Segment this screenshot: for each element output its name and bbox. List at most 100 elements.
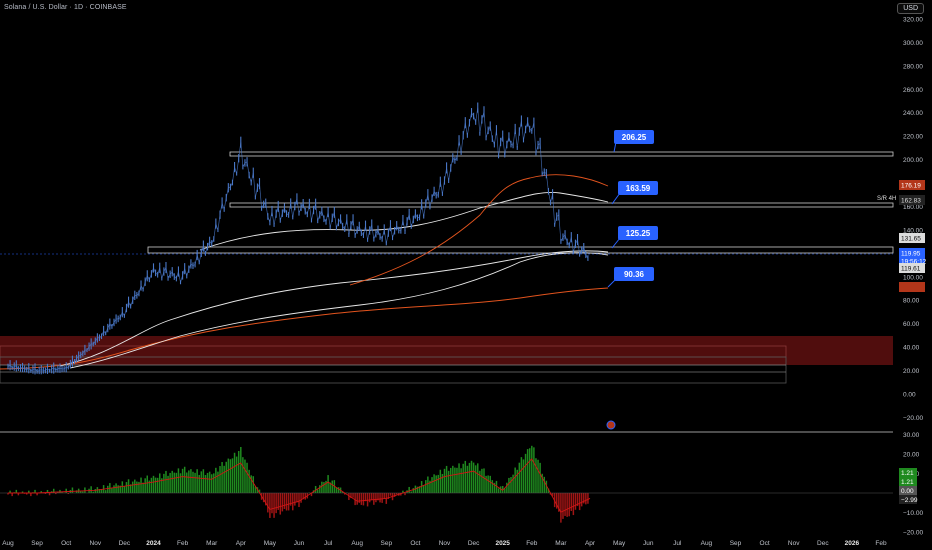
price-badge-label: 119.61 — [901, 266, 921, 273]
price-badge — [899, 256, 925, 266]
osc-badge-label: 0.00 — [901, 488, 914, 495]
time-axis-label: Apr — [585, 540, 596, 547]
currency-button[interactable]: USD — [897, 3, 924, 14]
callout-pointer — [611, 192, 621, 205]
price-tick-label: 40.00 — [903, 345, 920, 352]
time-axis-label: Sep — [31, 540, 43, 547]
time-axis-label: Jun — [294, 540, 305, 547]
price-badge-label: 19:56:12 — [901, 259, 927, 266]
oscillator-group — [7, 445, 589, 523]
osc-badge — [899, 486, 917, 495]
price-tick-label: 320.00 — [903, 16, 923, 23]
time-axis-label: Oct — [760, 540, 770, 547]
time-axis-label: Aug — [351, 540, 363, 547]
price-tick-label: 140.00 — [903, 227, 923, 234]
price-badge — [899, 233, 925, 243]
time-axis-label: 2025 — [495, 540, 510, 547]
ema-200-line — [0, 287, 609, 370]
callout-box — [614, 267, 654, 281]
osc-badge-label: 1.21 — [901, 470, 914, 477]
time-axis-label: Jun — [643, 540, 654, 547]
price-badge-label: 162.83 — [901, 198, 921, 205]
time-axis-label: Feb — [177, 540, 189, 547]
price-tick-label: 80.00 — [903, 298, 920, 305]
demand-zone — [0, 336, 893, 365]
callout-label: 125.25 — [626, 229, 651, 238]
price-badge — [899, 195, 925, 205]
callout-pointer — [611, 237, 621, 249]
time-axis-label: Sep — [381, 540, 393, 547]
time-axis-label: Nov — [439, 540, 451, 547]
osc-badge — [899, 468, 917, 477]
time-axis-label: Apr — [236, 540, 247, 547]
time-axis-label: Nov — [788, 540, 800, 547]
price-badge-label: 119.95 — [901, 251, 921, 258]
time-axis-label: Dec — [119, 540, 131, 547]
callout-box — [614, 130, 654, 144]
osc-badge — [899, 477, 917, 486]
time-axis-label: Aug — [701, 540, 713, 547]
time-axis-label: Dec — [468, 540, 480, 547]
price-tick-label: −20.00 — [903, 415, 923, 422]
time-axis-label: 2024 — [146, 540, 161, 547]
osc-tick-label: −20.00 — [903, 530, 923, 537]
osc-tick-label: 20.00 — [903, 452, 920, 459]
price-line — [7, 107, 589, 372]
osc-badge — [899, 495, 917, 504]
time-axis-label: May — [264, 540, 277, 547]
symbol-title: Solana / U.S. Dollar · 1D · COINBASE — [4, 4, 127, 11]
zone-box — [0, 356, 787, 384]
price-tick-label: 200.00 — [903, 157, 923, 164]
price-tick-label: 220.00 — [903, 134, 923, 141]
price-tick-label: 60.00 — [903, 321, 920, 328]
time-axis-label: Feb — [875, 540, 887, 547]
time-axis-label: Oct — [61, 540, 71, 547]
ma-line-b — [69, 252, 609, 369]
callout-box — [618, 226, 658, 240]
sr-zone-box — [229, 202, 894, 208]
price-tick-label: 280.00 — [903, 63, 923, 70]
price-tick-label: 260.00 — [903, 87, 923, 94]
osc-badge-label: 1.21 — [901, 479, 914, 486]
callout-label: 163.59 — [626, 184, 651, 193]
ema-50-line — [349, 174, 609, 286]
time-axis-label: May — [613, 540, 626, 547]
price-badge — [899, 180, 925, 190]
price-tick-label: 20.00 — [903, 368, 920, 375]
sr-zone-box — [147, 246, 894, 254]
time-axis-label: Jul — [673, 540, 682, 547]
time-axis-label: Dec — [817, 540, 829, 547]
price-tick-label: 100.00 — [903, 274, 923, 281]
price-tick-label: 300.00 — [903, 40, 923, 47]
time-axis-label: Mar — [206, 540, 218, 547]
osc-badge-label: −2.99 — [901, 497, 918, 504]
price-badge-label: 131.65 — [901, 236, 921, 243]
price-badge-label: 176.19 — [901, 183, 921, 190]
candles-group — [7, 102, 589, 375]
callout-label: 90.36 — [624, 270, 645, 279]
price-badge — [899, 282, 925, 292]
time-axis-label: Mar — [555, 540, 567, 547]
time-axis-label: Jul — [324, 540, 333, 547]
price-tick-label: 0.00 — [903, 392, 916, 399]
osc-signal-line — [8, 458, 591, 513]
sr-badge-label: S/R 4H — [877, 196, 896, 202]
sr-zone-box — [229, 151, 894, 157]
earnings-marker — [606, 420, 616, 430]
time-axis-label: Nov — [90, 540, 102, 547]
time-axis-label: Aug — [2, 540, 14, 547]
price-tick-label: 160.00 — [903, 204, 923, 211]
time-axis-label: Oct — [410, 540, 420, 547]
price-tick-label: 240.00 — [903, 110, 923, 117]
time-axis-label: Sep — [730, 540, 742, 547]
ma-line-a — [59, 250, 609, 367]
price-badge — [899, 248, 925, 258]
osc-tick-label: 30.00 — [903, 432, 920, 439]
ma-line-c — [199, 191, 609, 251]
callout-box — [618, 181, 658, 195]
osc-tick-label: −10.00 — [903, 510, 923, 517]
callout-label: 206.25 — [622, 133, 647, 142]
price-badge — [899, 263, 925, 273]
